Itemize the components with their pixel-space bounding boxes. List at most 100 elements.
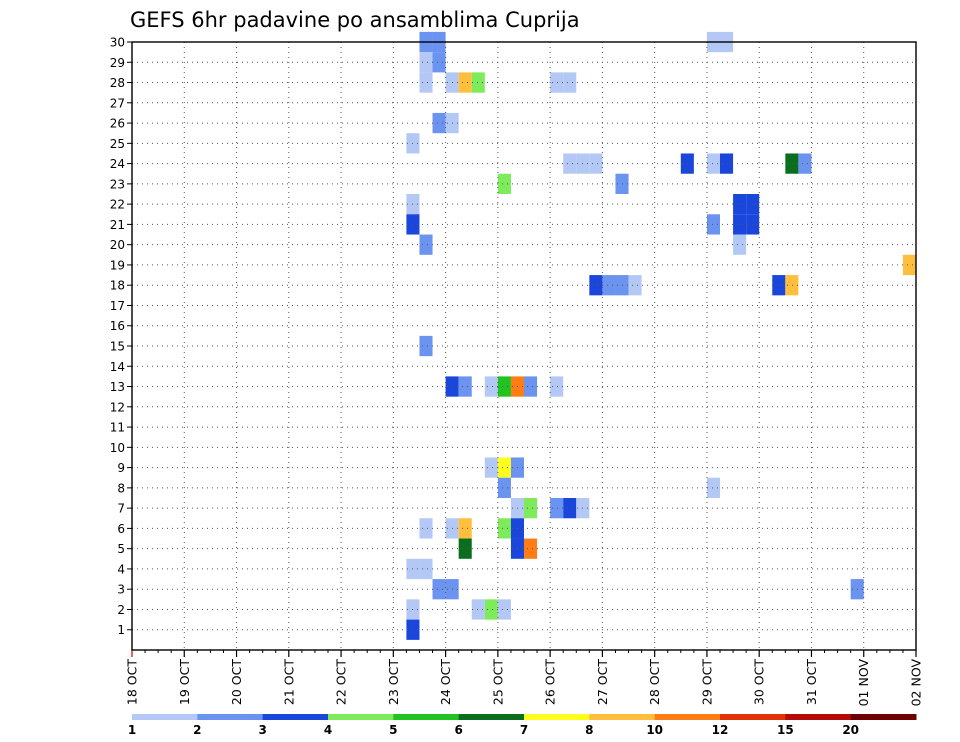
x-tick-label: 24 OCT <box>438 659 453 705</box>
precip-cell <box>432 112 446 134</box>
y-tick-label: 21 <box>110 218 125 232</box>
x-tick-label: 23 OCT <box>386 659 401 705</box>
precip-cell <box>902 254 916 276</box>
precip-cell <box>419 335 433 357</box>
precip-cell <box>432 579 446 600</box>
precip-cell <box>419 72 433 93</box>
precip-cell <box>798 153 812 174</box>
legend-swatch <box>589 714 656 720</box>
precip-cell <box>706 153 720 174</box>
x-tick-label: 01 NOV <box>856 659 871 707</box>
y-tick-label: 4 <box>117 562 125 576</box>
precip-cell <box>484 457 498 478</box>
precip-cell <box>497 518 511 539</box>
y-tick-label: 13 <box>110 380 125 394</box>
y-tick-label: 16 <box>110 319 125 333</box>
precip-cell <box>524 498 538 519</box>
y-tick-label: 19 <box>110 258 125 272</box>
legend-swatch <box>785 714 852 720</box>
legend-label: 5 <box>389 723 397 737</box>
y-tick-label: 12 <box>110 400 125 414</box>
y-tick-label: 30 <box>110 36 125 50</box>
y-tick-label: 26 <box>110 117 125 131</box>
legend-label: 7 <box>520 723 528 737</box>
x-tick-label: 25 OCT <box>490 659 505 705</box>
legend-label: 15 <box>777 723 794 737</box>
precip-cell <box>733 214 747 235</box>
legend-label: 2 <box>193 723 201 737</box>
legend-label: 10 <box>646 723 663 737</box>
legend-swatch <box>524 714 590 720</box>
precip-cell <box>785 153 799 174</box>
legend-swatch <box>328 714 394 720</box>
y-tick-label: 15 <box>110 340 125 354</box>
precip-cell <box>471 72 485 93</box>
precip-cell <box>589 275 603 296</box>
legend-swatch <box>850 714 917 720</box>
precip-cell <box>733 234 747 255</box>
precip-cell <box>706 477 720 498</box>
precip-cell <box>733 194 747 215</box>
precip-cell <box>497 457 511 478</box>
x-tick-label: 29 OCT <box>699 659 714 705</box>
y-tick-label: 20 <box>110 238 125 252</box>
legend-swatch <box>262 714 329 720</box>
y-tick-label: 8 <box>117 481 125 495</box>
legend-label: 1 <box>128 723 136 737</box>
legend-swatch <box>393 714 460 720</box>
precip-cell <box>458 72 472 93</box>
precip-cell <box>458 538 472 559</box>
precip-cell <box>563 153 577 174</box>
precip-cell <box>471 599 485 620</box>
legend-label: 6 <box>454 723 462 737</box>
y-tick-label: 9 <box>117 461 125 475</box>
x-tick-label: 31 OCT <box>804 659 819 705</box>
legend-swatch <box>458 714 525 720</box>
y-tick-label: 28 <box>110 76 125 90</box>
y-tick-label: 22 <box>110 198 125 212</box>
precip-cell <box>524 376 538 397</box>
precip-cell <box>550 498 564 519</box>
y-tick-label: 7 <box>117 502 125 516</box>
precip-cell <box>772 275 786 296</box>
precip-cell <box>484 599 498 620</box>
x-tick-label: 30 OCT <box>752 659 767 705</box>
precip-cell <box>419 558 433 580</box>
legend-label: 8 <box>585 723 593 737</box>
y-tick-label: 5 <box>117 542 125 556</box>
y-tick-label: 27 <box>110 96 125 110</box>
y-tick-label: 6 <box>117 522 125 536</box>
precip-cell <box>458 376 472 397</box>
precip-cell <box>497 477 511 498</box>
precip-cell <box>550 376 564 397</box>
x-tick-label: 21 OCT <box>281 659 296 705</box>
precip-cell <box>628 275 642 296</box>
y-tick-label: 3 <box>117 583 125 597</box>
precip-cell <box>785 275 799 296</box>
precip-cell <box>563 498 577 519</box>
precip-cell <box>497 173 511 194</box>
precip-cell <box>706 214 720 235</box>
legend-label: 20 <box>842 723 859 737</box>
precip-cell <box>524 538 538 559</box>
x-axis: 18 OCT 19 OCT 20 OCT 21 OCT 22 OCT 23 OCT 24 O… <box>125 650 924 706</box>
y-tick-label: 23 <box>110 177 125 191</box>
precip-cell <box>602 275 616 296</box>
legend-label: 12 <box>712 723 729 737</box>
y-tick-label: 11 <box>110 421 125 435</box>
y-tick-label: 24 <box>110 157 125 171</box>
x-tick-label: 22 OCT <box>334 659 349 705</box>
precip-cell <box>432 52 446 73</box>
legend-swatch <box>720 714 786 720</box>
legend-label: 4 <box>324 723 332 737</box>
legend-swatch <box>197 714 264 720</box>
precip-cell <box>419 52 433 73</box>
y-tick-label: 14 <box>110 360 125 374</box>
precip-cell <box>563 72 577 93</box>
y-tick-label: 1 <box>117 623 125 637</box>
precip-cell <box>550 72 564 93</box>
y-tick-label: 17 <box>110 299 125 313</box>
precip-cell <box>720 153 734 174</box>
x-tick-label: 19 OCT <box>177 659 192 705</box>
